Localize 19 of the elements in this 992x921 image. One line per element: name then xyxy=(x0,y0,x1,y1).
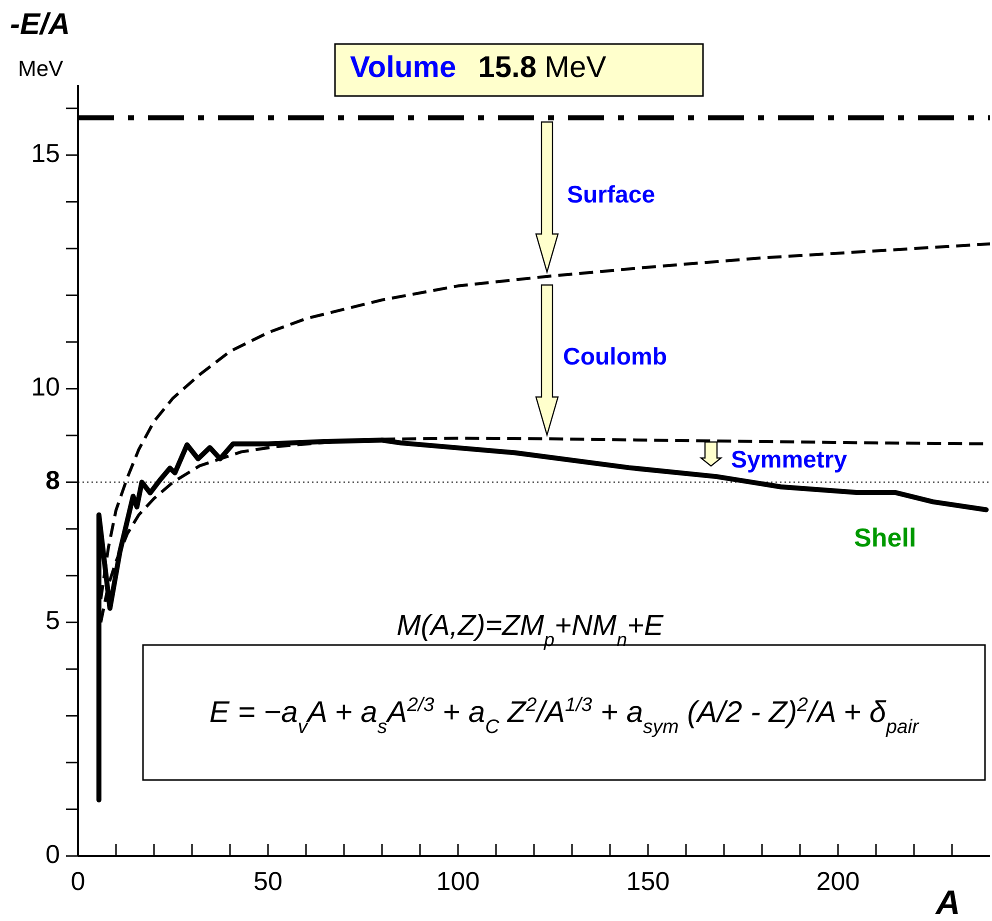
annotation: Symmetry xyxy=(731,446,848,474)
x-tick-label: 150 xyxy=(626,866,670,896)
y-tick-label: 10 xyxy=(31,372,60,402)
x-tick-label: 200 xyxy=(816,866,860,896)
ref-line-label: Volume 15.8 MeV xyxy=(350,51,606,84)
y-tick-label: 5 xyxy=(46,605,60,636)
series-label: Shell xyxy=(854,522,916,553)
x-tick-label: 100 xyxy=(436,866,480,896)
annotation: Coulomb xyxy=(563,343,667,370)
y-axis-title: -E/A xyxy=(10,8,70,41)
y-tick-label: 15 xyxy=(31,138,60,168)
annotation: Surface xyxy=(567,181,656,208)
text: MeV xyxy=(18,56,64,81)
x-axis-title: A xyxy=(934,884,960,921)
y-tick-label: 8 xyxy=(46,465,60,496)
x-tick-label: 50 xyxy=(254,866,282,896)
y-tick-label: 0 xyxy=(46,838,60,869)
text: E = −a$_{v}$A + a$_{s}$A$^{2/3}$ + a$_{C}$ Z$^{2}$/A$^{1/3}$ + a$_{sym}$ (A/2 - Z)$^{2}$/A + δ$_{pair}$ xyxy=(209,694,919,738)
x-tick-label: 0 xyxy=(70,866,86,896)
